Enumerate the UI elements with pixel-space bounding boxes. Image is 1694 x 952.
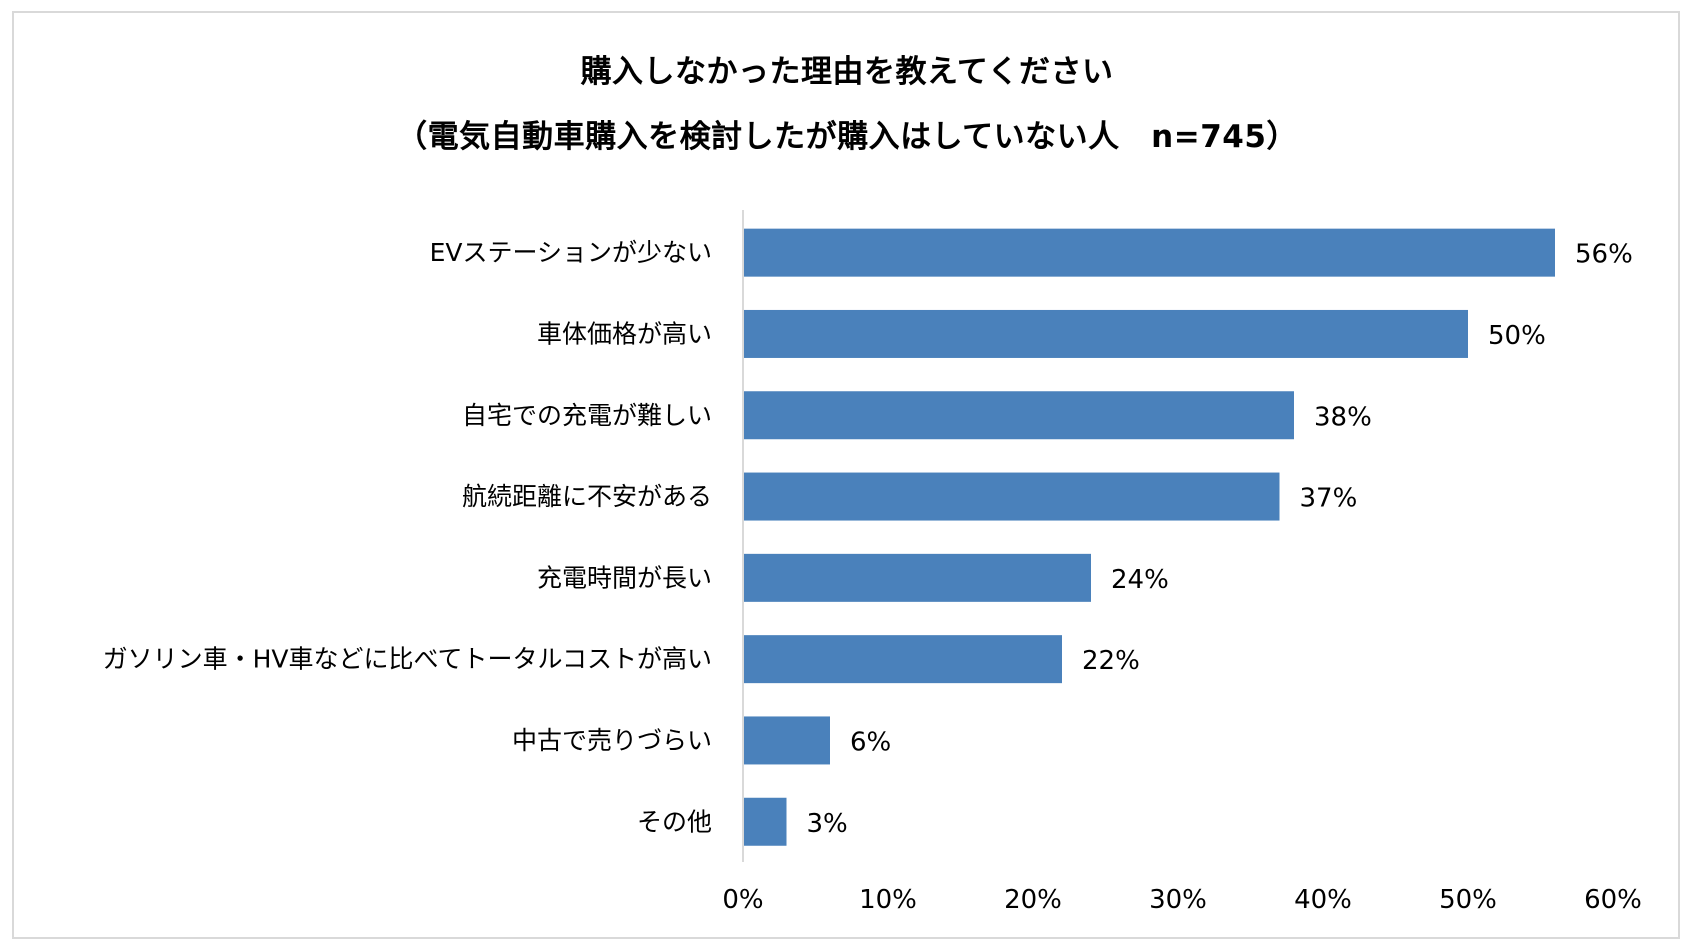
category-label: 中古で売りづらい — [512, 726, 712, 755]
category-label: 車体価格が高い — [537, 319, 712, 348]
bar — [743, 716, 830, 765]
bar — [743, 228, 1555, 277]
data-label: 6% — [850, 727, 891, 757]
chart-subtitle: （電気自動車購入を検討したが購入はしていない人 n=745） — [396, 119, 1298, 155]
x-tick-label: 40% — [1294, 885, 1352, 915]
bar — [743, 635, 1062, 684]
x-tick-label: 60% — [1584, 885, 1642, 915]
category-label: 自宅での充電が難しい — [462, 401, 712, 430]
data-label: 50% — [1488, 321, 1546, 351]
bar — [743, 797, 787, 846]
category-label: その他 — [637, 807, 712, 836]
data-label: 3% — [807, 809, 848, 839]
bar — [743, 391, 1294, 440]
data-label: 38% — [1314, 402, 1372, 432]
x-tick-label: 10% — [859, 885, 917, 915]
x-tick-label: 0% — [722, 885, 763, 915]
category-label: 航続距離に不安がある — [462, 482, 712, 511]
x-tick-label: 50% — [1439, 885, 1497, 915]
chart-title: 購入しなかった理由を教えてください — [580, 54, 1114, 90]
category-label: 充電時間が長い — [537, 563, 712, 592]
data-label: 56% — [1575, 240, 1633, 270]
category-label: ガソリン車・HV車などに比べてトータルコストが高い — [103, 645, 712, 674]
x-tick-label: 30% — [1149, 885, 1207, 915]
bar — [743, 553, 1091, 602]
category-label: EVステーションが少ない — [430, 238, 712, 267]
x-tick-label: 20% — [1004, 885, 1062, 915]
data-label: 22% — [1082, 646, 1140, 676]
data-label: 37% — [1300, 484, 1358, 514]
bar — [743, 309, 1468, 358]
data-label: 24% — [1111, 565, 1169, 595]
bar — [743, 472, 1280, 521]
